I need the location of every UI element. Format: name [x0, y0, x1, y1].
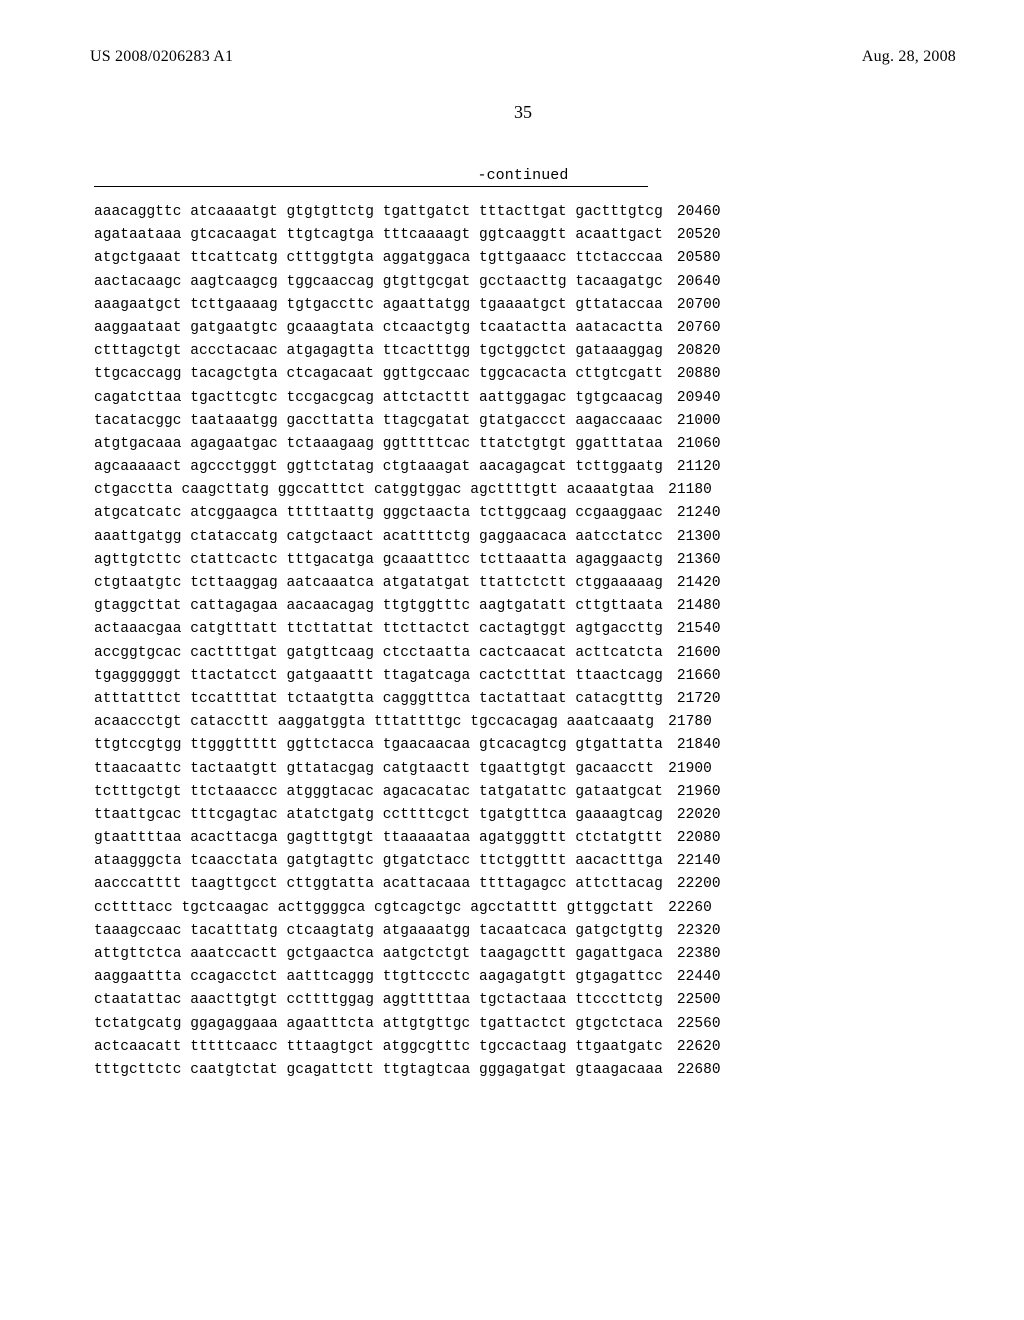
sequence-position: 22260 [668, 900, 712, 916]
sequence-row: tctttgctgt ttctaaaccc atgggtacac agacaca… [94, 781, 956, 804]
sequence-position: 21180 [668, 482, 712, 498]
sequence-row: taaagccaac tacatttatg ctcaagtatg atgaaaa… [94, 920, 956, 943]
sequence-position: 21840 [677, 737, 721, 753]
sequence-position: 21060 [677, 436, 721, 452]
sequence-row: ttgcaccagg tacagctgta ctcagacaat ggttgcc… [94, 363, 956, 386]
sequence-row: ctaatattac aaacttgtgt ccttttggag aggtttt… [94, 989, 956, 1012]
sequence-row: atgcatcatc atcggaagca tttttaattg gggctaa… [94, 502, 956, 525]
sequence-position: 20580 [677, 250, 721, 266]
publication-date: Aug. 28, 2008 [862, 48, 956, 66]
sequence-row: ataagggcta tcaacctata gatgtagttc gtgatct… [94, 850, 956, 873]
sequence-row: aaagaatgct tcttgaaaag tgtgaccttc agaatta… [94, 294, 956, 317]
sequence-row: aacccatttt taagttgcct cttggtatta acattac… [94, 873, 956, 896]
sequence-position: 22500 [677, 992, 721, 1008]
sequence-position: 22680 [677, 1062, 721, 1078]
sequence-position: 20640 [677, 274, 721, 290]
sequence-position: 22200 [677, 876, 721, 892]
sequence-position: 21780 [668, 714, 712, 730]
sequence-row: tgaggggggt ttactatcct gatgaaattt ttagatc… [94, 665, 956, 688]
sequence-position: 22560 [677, 1016, 721, 1032]
continued-label: -continued [90, 167, 956, 184]
sequence-position: 20460 [677, 204, 721, 220]
publication-number: US 2008/0206283 A1 [90, 48, 233, 66]
sequence-position: 21660 [677, 668, 721, 684]
sequence-row: ctgtaatgtc tcttaaggag aatcaaatca atgatat… [94, 572, 956, 595]
sequence-position: 21240 [677, 505, 721, 521]
page-number: 35 [90, 102, 956, 123]
sequence-position: 21960 [677, 784, 721, 800]
sequence-row: agttgtcttc ctattcactc tttgacatga gcaaatt… [94, 549, 956, 572]
sequence-position: 20760 [677, 320, 721, 336]
sequence-position: 22020 [677, 807, 721, 823]
sequence-position: 22440 [677, 969, 721, 985]
sequence-position: 21120 [677, 459, 721, 475]
sequence-position: 21720 [677, 691, 721, 707]
sequence-row: tacatacggc taataaatgg gaccttatta ttagcga… [94, 410, 956, 433]
sequence-position: 20820 [677, 343, 721, 359]
sequence-position: 21900 [668, 761, 712, 777]
sequence-row: cagatcttaa tgacttcgtc tccgacgcag attctac… [94, 387, 956, 410]
sequence-position: 21540 [677, 621, 721, 637]
sequence-position: 20520 [677, 227, 721, 243]
sequence-position: 21300 [677, 529, 721, 545]
sequence-row: atgctgaaat ttcattcatg ctttggtgta aggatgg… [94, 247, 956, 270]
sequence-row: ctttagctgt accctacaac atgagagtta ttcactt… [94, 340, 956, 363]
sequence-position: 22320 [677, 923, 721, 939]
sequence-row: aaggaataat gatgaatgtc gcaaagtata ctcaact… [94, 317, 956, 340]
sequence-row: ccttttacc tgctcaagac acttggggca cgtcagct… [94, 897, 956, 920]
sequence-position: 20700 [677, 297, 721, 313]
sequence-position: 21360 [677, 552, 721, 568]
sequence-row: aaacaggttc atcaaaatgt gtgtgttctg tgattga… [94, 201, 956, 224]
sequence-row: ttaacaattc tactaatgtt gttatacgag catgtaa… [94, 758, 956, 781]
sequence-position: 21600 [677, 645, 721, 661]
sequence-position: 22620 [677, 1039, 721, 1055]
sequence-row: aaggaattta ccagacctct aatttcaggg ttgttcc… [94, 966, 956, 989]
sequence-row: attgttctca aaatccactt gctgaactca aatgctc… [94, 943, 956, 966]
sequence-position: 21420 [677, 575, 721, 591]
sequence-row: atgtgacaaa agagaatgac tctaaagaag ggttttt… [94, 433, 956, 456]
sequence-position: 20940 [677, 390, 721, 406]
sequence-row: gtaggcttat cattagagaa aacaacagag ttgtggt… [94, 595, 956, 618]
sequence-row: agataataaa gtcacaagat ttgtcagtga tttcaaa… [94, 224, 956, 247]
page-container: US 2008/0206283 A1 Aug. 28, 2008 35 -con… [0, 0, 1024, 1320]
sequence-position: 22140 [677, 853, 721, 869]
header-row: US 2008/0206283 A1 Aug. 28, 2008 [90, 48, 956, 66]
sequence-row: acaaccctgt cataccttt aaggatggta tttatttt… [94, 711, 956, 734]
sequence-position: 22380 [677, 946, 721, 962]
sequence-row: accggtgcac cacttttgat gatgttcaag ctcctaa… [94, 642, 956, 665]
sequence-row: actcaacatt tttttcaacc tttaagtgct atggcgt… [94, 1036, 956, 1059]
sequence-row: aaattgatgg ctataccatg catgctaact acatttt… [94, 526, 956, 549]
sequence-row: agcaaaaact agccctgggt ggttctatag ctgtaaa… [94, 456, 956, 479]
sequence-block: aaacaggttc atcaaaatgt gtgtgttctg tgattga… [94, 201, 956, 1082]
horizontal-rule [94, 186, 648, 187]
sequence-position: 20880 [677, 366, 721, 382]
sequence-position: 22080 [677, 830, 721, 846]
sequence-row: tctatgcatg ggagaggaaa agaatttcta attgtgt… [94, 1013, 956, 1036]
sequence-row: gtaattttaa acacttacga gagtttgtgt ttaaaaa… [94, 827, 956, 850]
sequence-row: ttgtccgtgg ttgggttttt ggttctacca tgaacaa… [94, 734, 956, 757]
sequence-row: ttaattgcac tttcgagtac atatctgatg ccttttc… [94, 804, 956, 827]
sequence-position: 21000 [677, 413, 721, 429]
sequence-row: tttgcttctc caatgtctat gcagattctt ttgtagt… [94, 1059, 956, 1082]
sequence-row: actaaacgaa catgtttatt ttcttattat ttcttac… [94, 618, 956, 641]
sequence-position: 21480 [677, 598, 721, 614]
sequence-row: aactacaagc aagtcaagcg tggcaaccag gtgttgc… [94, 271, 956, 294]
sequence-row: atttatttct tccattttat tctaatgtta cagggtt… [94, 688, 956, 711]
sequence-row: ctgacctta caagcttatg ggccatttct catggtgg… [94, 479, 956, 502]
